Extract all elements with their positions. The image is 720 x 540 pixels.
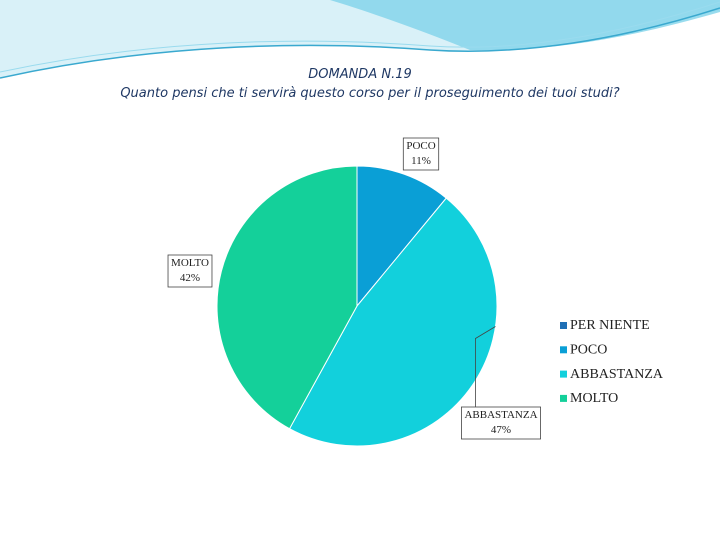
data-label-category: ABBASTANZA [464, 409, 537, 421]
chart-subtitle: Quanto pensi che ti servirà questo corso… [120, 86, 619, 101]
header-decoration [0, 0, 720, 79]
legend-label: PER NIENTE [570, 318, 650, 333]
data-label-value: 47% [491, 424, 511, 436]
pie-slice [356, 165, 447, 308]
legend-label: POCO [570, 343, 607, 358]
leader-line [475, 326, 496, 407]
data-label-box [167, 254, 213, 288]
pie-slice [216, 165, 358, 430]
data-label-box [402, 137, 440, 171]
legend-label: MOLTO [570, 391, 618, 406]
chart-title: DOMANDA N.19 [308, 67, 412, 82]
legend-marker [560, 346, 567, 354]
legend-marker [560, 370, 567, 378]
legend-label: ABBASTANZA [570, 367, 664, 382]
data-label-value: 42% [180, 272, 200, 284]
data-label-category: MOLTO [171, 257, 209, 269]
data-label-box [461, 406, 541, 440]
data-label: MOLTO 42% [167, 254, 213, 288]
data-label: POCO 11% [402, 137, 440, 171]
pie-slice [288, 197, 498, 447]
data-label-category: POCO [406, 140, 435, 152]
legend-marker [560, 394, 567, 402]
data-label: ABBASTANZA 47% [461, 406, 541, 440]
data-label-value: 11% [411, 155, 431, 167]
legend-marker [560, 322, 567, 329]
